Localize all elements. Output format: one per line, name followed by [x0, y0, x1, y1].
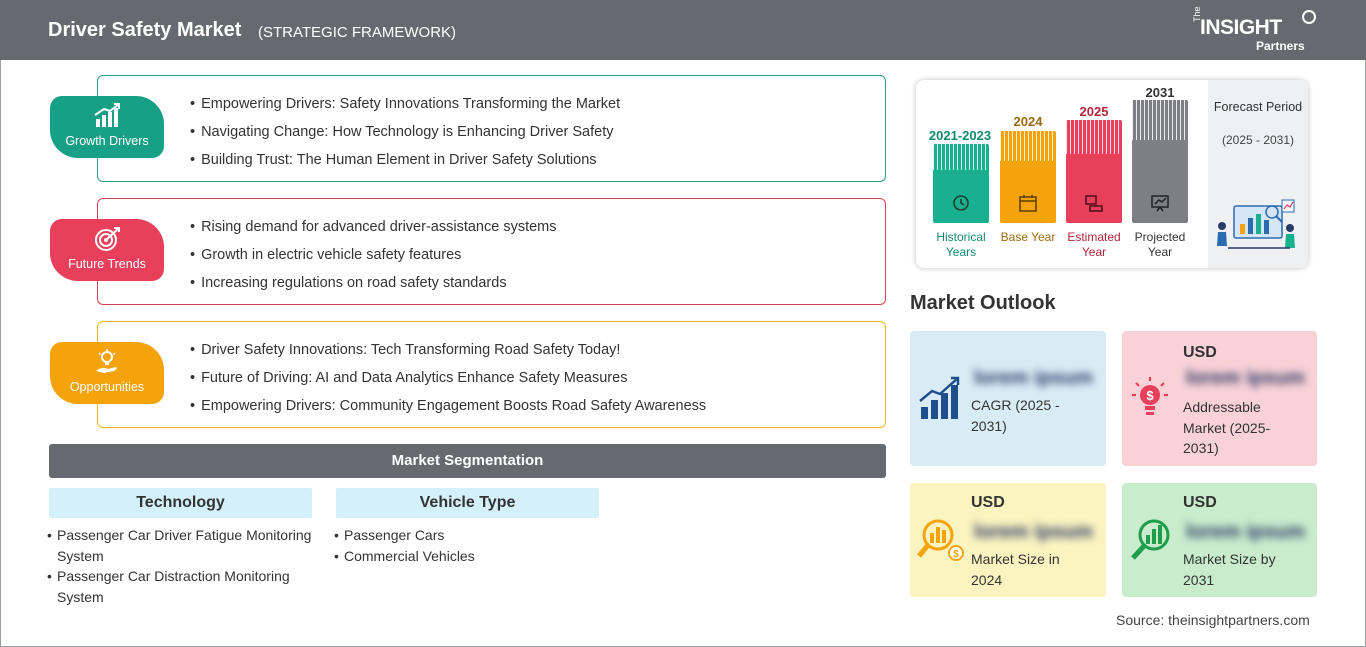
timeline-year: 2031	[1145, 85, 1175, 100]
list-item: Growth in electric vehicle safety featur…	[190, 245, 556, 273]
addressable-market-usd: USD	[1183, 344, 1217, 361]
svg-text:$: $	[953, 549, 959, 560]
list-item: Empowering Drivers: Safety Innovations T…	[190, 94, 620, 122]
forecast-period: (2025 - 2031)	[1221, 133, 1295, 147]
timeline-caption: Estimated Year	[1067, 230, 1121, 259]
opportunities-tag: Opportunities	[50, 342, 164, 404]
timeline-caption: Base Year	[1000, 230, 1056, 244]
opportunities-list: Driver Safety Innovations: Tech Transfor…	[190, 340, 706, 424]
list-item: Building Trust: The Human Element in Dri…	[190, 150, 620, 178]
future-trends-tag: Future Trends	[50, 219, 164, 281]
list-item: Future of Driving: AI and Data Analytics…	[190, 368, 706, 396]
market-size-2024-card: USD $ lorem ipsum Market Size in 2024	[910, 483, 1106, 597]
projection-icon	[1151, 195, 1169, 212]
target-icon	[95, 227, 120, 251]
future-trends-box: Rising demand for advanced driver-assist…	[97, 198, 886, 305]
calendar-icon	[1019, 195, 1037, 212]
page-subtitle: (STRATEGIC FRAMEWORK)	[258, 24, 457, 41]
logo-insight: INSIGHT	[1200, 16, 1282, 39]
list-item: Rising demand for advanced driver-assist…	[190, 217, 556, 245]
list-item: Passenger Cars	[334, 525, 604, 546]
list-item: Navigating Change: How Technology is Enh…	[190, 122, 620, 150]
growth-chart-icon	[919, 376, 960, 419]
logo-ring-icon	[1302, 10, 1316, 24]
list-item: Driver Safety Innovations: Tech Transfor…	[190, 340, 706, 368]
market-size-2031-value: lorem ipsum	[1186, 521, 1305, 543]
future-trends-label: Future Trends	[68, 257, 146, 271]
growth-drivers-label: Growth Drivers	[65, 134, 149, 148]
svg-text:$: $	[1146, 388, 1154, 403]
technology-list: Passenger Car Driver Fatigue Monitoring …	[47, 525, 317, 607]
opportunities-label: Opportunities	[69, 380, 145, 394]
market-size-2031-card: USD lorem ipsum Market Size by 2031	[1122, 483, 1317, 597]
timeline-bar-estimated	[1066, 120, 1122, 223]
market-size-2031-caption: Market Size by 2031	[1183, 551, 1276, 588]
logo-partners: Partners	[1256, 39, 1305, 53]
insight-partners-logo[interactable]: The INSIGHT Partners	[1190, 6, 1320, 54]
addressable-market-caption: Addressable Market (2025-2031)	[1183, 399, 1271, 456]
cagr-caption: CAGR (2025 - 2031)	[971, 397, 1060, 434]
timeline-bar-historical	[933, 144, 989, 223]
timeline-bar-projected	[1132, 100, 1188, 223]
magnifier-dollar-icon: $	[917, 519, 964, 561]
addressable-market-card: USD $ lorem ipsum Addressable Market (20…	[1122, 331, 1317, 466]
estimate-icon	[1085, 195, 1103, 212]
market-size-2024-value: lorem ipsum	[974, 521, 1093, 543]
lightbulb-dollar-icon: $	[1132, 377, 1168, 415]
list-item: Empowering Drivers: Community Engagement…	[190, 396, 706, 424]
page-title: Driver Safety Market	[48, 19, 242, 41]
future-trends-list: Rising demand for advanced driver-assist…	[190, 217, 556, 301]
market-outlook-title: Market Outlook	[910, 292, 1056, 314]
growth-drivers-box: Empowering Drivers: Safety Innovations T…	[97, 75, 886, 182]
market-segmentation-bar: Market Segmentation	[49, 444, 886, 478]
timeline-year: 2025	[1079, 104, 1109, 119]
source-note: Source: theinsightpartners.com	[1116, 612, 1310, 628]
timeline-year: 2024	[1013, 114, 1043, 129]
cagr-value: lorem ipsum	[974, 367, 1093, 389]
bar-growth-icon	[94, 103, 120, 127]
list-item: Increasing regulations on road safety st…	[190, 273, 556, 301]
history-icon	[953, 195, 969, 211]
hand-lightbulb-icon	[96, 349, 117, 373]
forecast-panel: Forecast Period (2025 - 2031)	[1208, 80, 1308, 268]
opportunities-box: Driver Safety Innovations: Tech Transfor…	[97, 321, 886, 428]
forecast-title: Forecast Period	[1213, 100, 1303, 114]
list-item: Passenger Car Distraction Monitoring Sys…	[47, 566, 317, 607]
market-size-2024-usd: USD	[971, 494, 1005, 511]
magnifier-chart-icon	[1131, 519, 1170, 560]
analytics-people-icon	[1217, 199, 1295, 249]
market-size-2024-caption: Market Size in 2024	[971, 551, 1060, 588]
growth-drivers-list: Empowering Drivers: Safety Innovations T…	[190, 94, 620, 178]
vehicle-type-heading: Vehicle Type	[336, 488, 599, 518]
growth-drivers-tag: Growth Drivers	[50, 96, 164, 158]
list-item: Commercial Vehicles	[334, 546, 604, 567]
technology-heading: Technology	[49, 488, 312, 518]
vehicle-type-list: Passenger Cars Commercial Vehicles	[334, 525, 604, 566]
addressable-market-value: lorem ipsum	[1186, 367, 1305, 389]
list-item: Passenger Car Driver Fatigue Monitoring …	[47, 525, 317, 566]
timeline-bar-base	[1000, 131, 1056, 223]
header-bar: Driver Safety Market (STRATEGIC FRAMEWOR…	[0, 0, 1366, 60]
timeline-caption: Historical Years	[936, 230, 986, 259]
timeline-caption: Projected Year	[1134, 230, 1186, 259]
timeline-year: 2021-2023	[928, 128, 992, 143]
cagr-card: lorem ipsum CAGR (2025 - 2031)	[910, 331, 1106, 466]
market-size-2031-usd: USD	[1183, 494, 1217, 511]
